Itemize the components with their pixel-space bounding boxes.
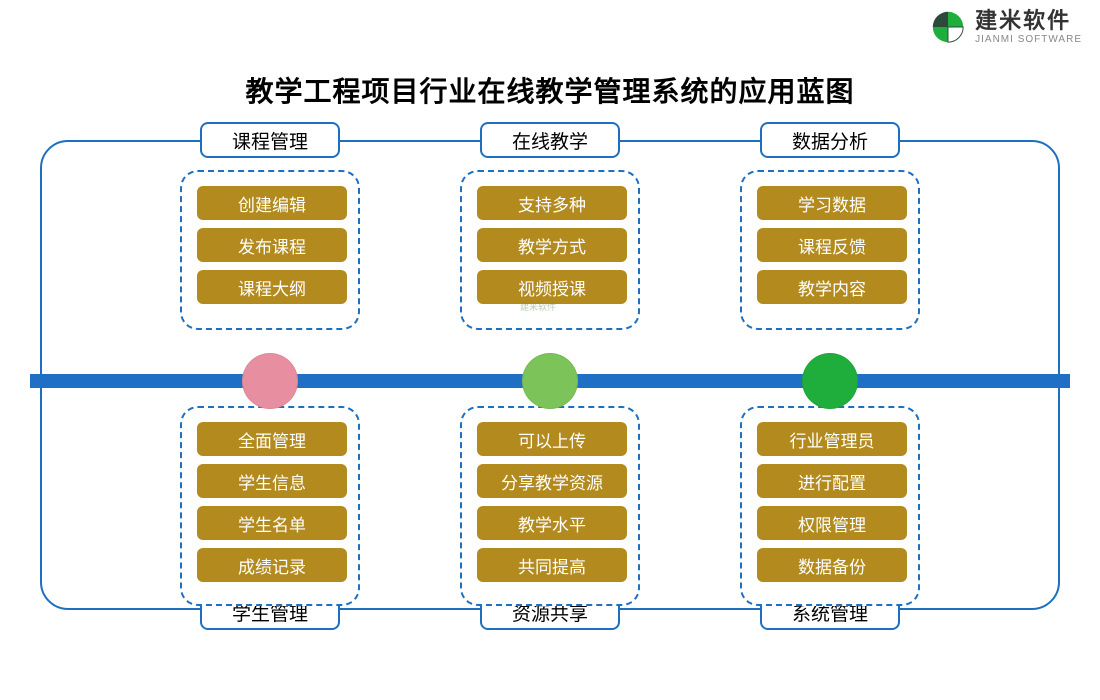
logo-icon [929, 8, 967, 46]
feature-item: 可以上传 [477, 422, 627, 456]
feature-item: 学习数据 [757, 186, 907, 220]
column-top-box: 创建编辑发布课程课程大纲 [180, 170, 360, 330]
feature-item: 支持多种 [477, 186, 627, 220]
feature-item: 分享教学资源 [477, 464, 627, 498]
column-bottom-box: 行业管理员进行配置权限管理数据备份 [740, 406, 920, 606]
header-label: 数据分析 [760, 122, 900, 158]
axis-dot [802, 353, 858, 409]
feature-item: 全面管理 [197, 422, 347, 456]
axis-dot [522, 353, 578, 409]
header-label: 课程管理 [200, 122, 340, 158]
feature-item: 进行配置 [757, 464, 907, 498]
feature-item: 课程大纲 [197, 270, 347, 304]
feature-item: 学生信息 [197, 464, 347, 498]
brand-logo: 建米软件 JIANMI SOFTWARE [929, 8, 1082, 46]
header-label: 在线教学 [480, 122, 620, 158]
logo-text-cn: 建米软件 [975, 9, 1082, 33]
feature-item: 视频授课 [477, 270, 627, 304]
feature-item: 发布课程 [197, 228, 347, 262]
feature-item: 共同提高 [477, 548, 627, 582]
feature-item: 学生名单 [197, 506, 347, 540]
column-bottom-box: 全面管理学生信息学生名单成绩记录 [180, 406, 360, 606]
feature-item: 数据备份 [757, 548, 907, 582]
axis-dot [242, 353, 298, 409]
feature-item: 教学水平 [477, 506, 627, 540]
logo-text-en: JIANMI SOFTWARE [975, 34, 1082, 45]
column-bottom-box: 可以上传分享教学资源教学水平共同提高 [460, 406, 640, 606]
feature-item: 创建编辑 [197, 186, 347, 220]
feature-item: 教学方式 [477, 228, 627, 262]
feature-item: 教学内容 [757, 270, 907, 304]
feature-item: 成绩记录 [197, 548, 347, 582]
feature-item: 课程反馈 [757, 228, 907, 262]
page-title: 教学工程项目行业在线教学管理系统的应用蓝图 [0, 70, 1100, 110]
column-top-box: 支持多种教学方式视频授课 [460, 170, 640, 330]
feature-item: 权限管理 [757, 506, 907, 540]
feature-item: 行业管理员 [757, 422, 907, 456]
column-top-box: 学习数据课程反馈教学内容 [740, 170, 920, 330]
